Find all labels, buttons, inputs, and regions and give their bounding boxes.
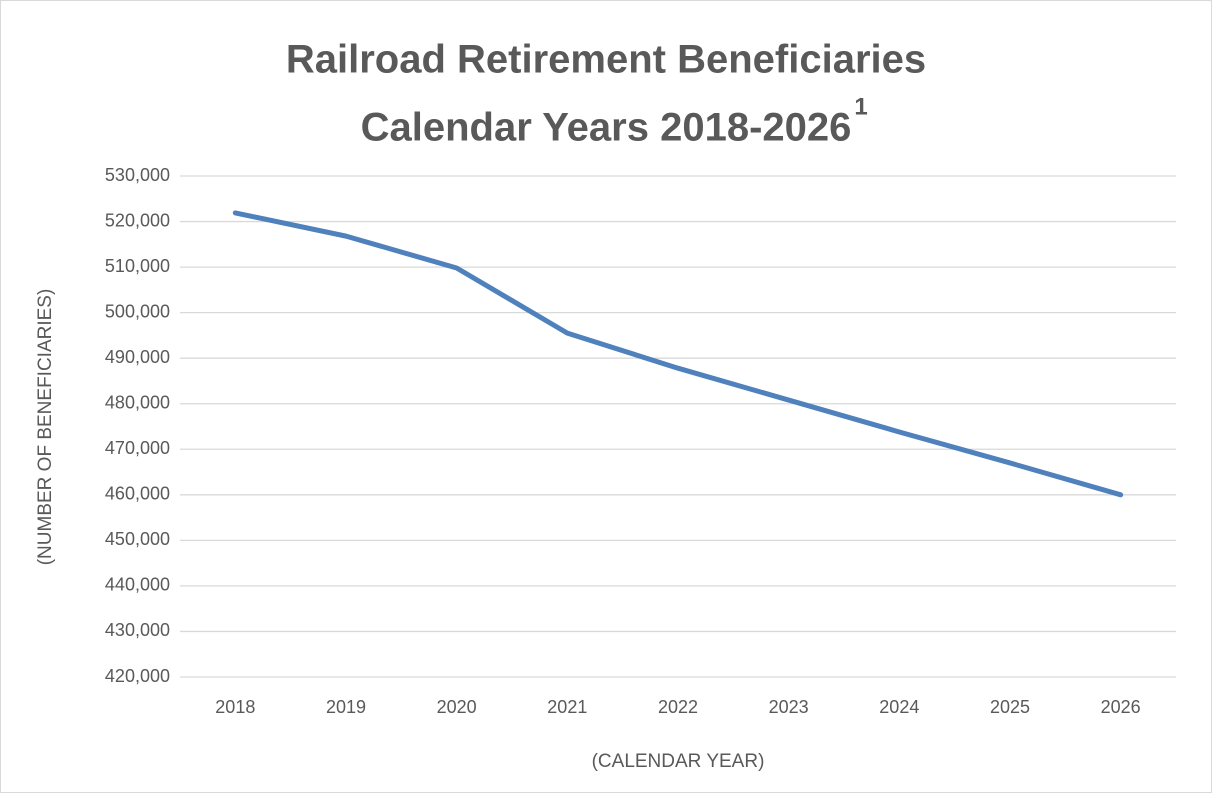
y-tick-label: 470,000 [105,438,170,458]
x-tick-label: 2023 [769,697,809,717]
x-tick-label: 2026 [1101,697,1141,717]
y-tick-label: 500,000 [105,301,170,321]
y-axis-label: (NUMBER OF BENEFICIARIES) [35,289,56,566]
x-tick-label: 2024 [879,697,919,717]
chart-title: Calendar Years 2018-2026 [361,106,852,150]
title-superscript: 1 [854,93,867,120]
x-tick-label: 2019 [326,697,366,717]
chart-title: Railroad Retirement Beneficiaries [286,38,926,82]
y-tick-label: 480,000 [105,392,170,412]
x-tick-label: 2018 [215,697,255,717]
y-tick-label: 450,000 [105,529,170,549]
data-line [232,210,1124,498]
y-tick-label: 490,000 [105,347,170,367]
x-axis-label: (CALENDAR YEAR) [592,751,765,772]
y-tick-label: 460,000 [105,484,170,504]
y-tick-label: 420,000 [105,666,170,686]
x-tick-label: 2025 [990,697,1030,717]
x-tick-label: 2020 [437,697,477,717]
x-tick-label: 2022 [658,697,698,717]
y-tick-label: 510,000 [105,256,170,276]
y-tick-label: 530,000 [105,165,170,185]
x-tick-label: 2021 [547,697,587,717]
y-tick-label: 520,000 [105,210,170,230]
y-tick-label: 430,000 [105,620,170,640]
y-tick-label: 440,000 [105,575,170,595]
